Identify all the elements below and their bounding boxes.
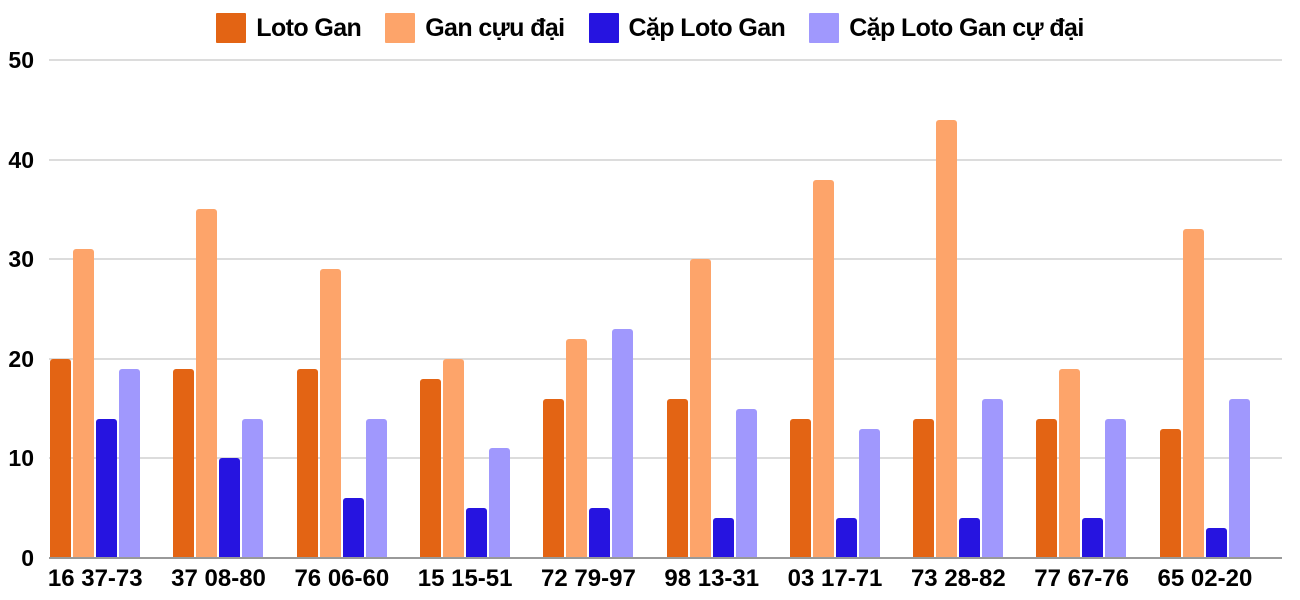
y-tick-label: 0 <box>21 545 34 571</box>
bar-0-0[interactable] <box>50 358 71 558</box>
bar-4-1[interactable] <box>566 338 588 558</box>
bar-1-3[interactable] <box>242 418 264 558</box>
x-tick-label: 15 15-51 <box>417 565 513 592</box>
x-tick-label: 16 37-73 <box>47 565 143 592</box>
bar-7-1[interactable] <box>936 119 958 558</box>
x-axis-baseline <box>49 557 1282 559</box>
bar-9-3[interactable] <box>1228 398 1250 558</box>
bar-6-1[interactable] <box>812 179 834 558</box>
bar-8-3[interactable] <box>1105 418 1127 558</box>
bar-2-2[interactable] <box>342 498 364 558</box>
bar-1-2[interactable] <box>219 458 241 558</box>
x-tick-label: 98 13-31 <box>664 565 760 592</box>
bar-2-0[interactable] <box>296 368 318 558</box>
x-tick-label: 37 08-80 <box>171 565 266 592</box>
legend-item-gan-cuu-dai[interactable]: Gan cựu đại <box>385 13 565 43</box>
bar-6-3[interactable] <box>858 428 880 558</box>
legend-item-loto-gan[interactable]: Loto Gan <box>216 13 362 43</box>
legend-item-cap-loto-gan[interactable]: Cặp Loto Gan <box>588 13 786 43</box>
x-tick-label: 77 67-76 <box>1034 565 1129 592</box>
legend-label: Loto Gan <box>256 13 362 42</box>
bar-5-1[interactable] <box>689 259 711 558</box>
y-tick-label: 30 <box>8 246 34 272</box>
bar-4-3[interactable] <box>612 328 634 558</box>
bar-6-0[interactable] <box>789 418 811 558</box>
bar-2-1[interactable] <box>319 269 341 558</box>
bar-7-3[interactable] <box>982 398 1004 558</box>
bar-1-1[interactable] <box>196 209 218 558</box>
bar-4-2[interactable] <box>589 508 611 558</box>
x-tick-label: 03 17-71 <box>787 565 883 592</box>
bar-5-0[interactable] <box>666 398 688 558</box>
legend-swatch-icon <box>809 13 840 43</box>
x-tick-label: 73 28-82 <box>910 565 1006 592</box>
legend-label: Gan cựu đại <box>425 13 565 42</box>
bar-3-0[interactable] <box>419 378 441 558</box>
bar-0-3[interactable] <box>119 368 140 558</box>
legend-item-cap-loto-gan-cu-dai[interactable]: Cặp Loto Gan cự đại <box>809 13 1084 43</box>
bar-7-0[interactable] <box>913 418 935 558</box>
gridline <box>49 457 1282 459</box>
bar-7-2[interactable] <box>959 518 981 558</box>
gridline <box>49 59 1282 61</box>
bar-6-2[interactable] <box>835 518 857 558</box>
bar-9-1[interactable] <box>1182 229 1204 558</box>
bar-3-3[interactable] <box>488 448 510 558</box>
bar-9-2[interactable] <box>1205 528 1227 558</box>
bar-8-0[interactable] <box>1036 418 1058 558</box>
y-tick-label: 40 <box>8 147 34 173</box>
bar-0-2[interactable] <box>96 418 117 558</box>
bar-8-1[interactable] <box>1059 368 1081 558</box>
legend-label: Cặp Loto Gan cự đại <box>849 13 1084 42</box>
chart-legend: Loto Gan Gan cựu đại Cặp Loto Gan Cặp Lo… <box>0 10 1300 46</box>
bar-3-2[interactable] <box>465 508 487 558</box>
bar-1-0[interactable] <box>173 368 195 558</box>
bar-5-3[interactable] <box>735 408 757 558</box>
legend-swatch-icon <box>216 13 247 43</box>
bar-2-3[interactable] <box>365 418 387 558</box>
gridline <box>49 159 1282 161</box>
x-tick-label: 65 02-20 <box>1157 565 1253 592</box>
bar-0-1[interactable] <box>73 249 94 558</box>
y-tick-label: 20 <box>8 346 34 372</box>
bar-5-2[interactable] <box>712 518 734 558</box>
legend-swatch-icon <box>385 13 416 43</box>
bar-8-2[interactable] <box>1082 518 1104 558</box>
legend-label: Cặp Loto Gan <box>628 13 786 42</box>
x-tick-label: 72 79-97 <box>541 565 636 592</box>
gridline <box>49 258 1282 260</box>
bar-4-0[interactable] <box>543 398 565 558</box>
x-tick-label: 76 06-60 <box>294 565 390 592</box>
bar-9-0[interactable] <box>1159 428 1181 558</box>
bar-3-1[interactable] <box>442 358 464 558</box>
y-tick-label: 50 <box>8 47 34 73</box>
legend-swatch-icon <box>588 13 619 43</box>
y-tick-label: 10 <box>8 445 34 471</box>
gridline <box>49 358 1282 360</box>
